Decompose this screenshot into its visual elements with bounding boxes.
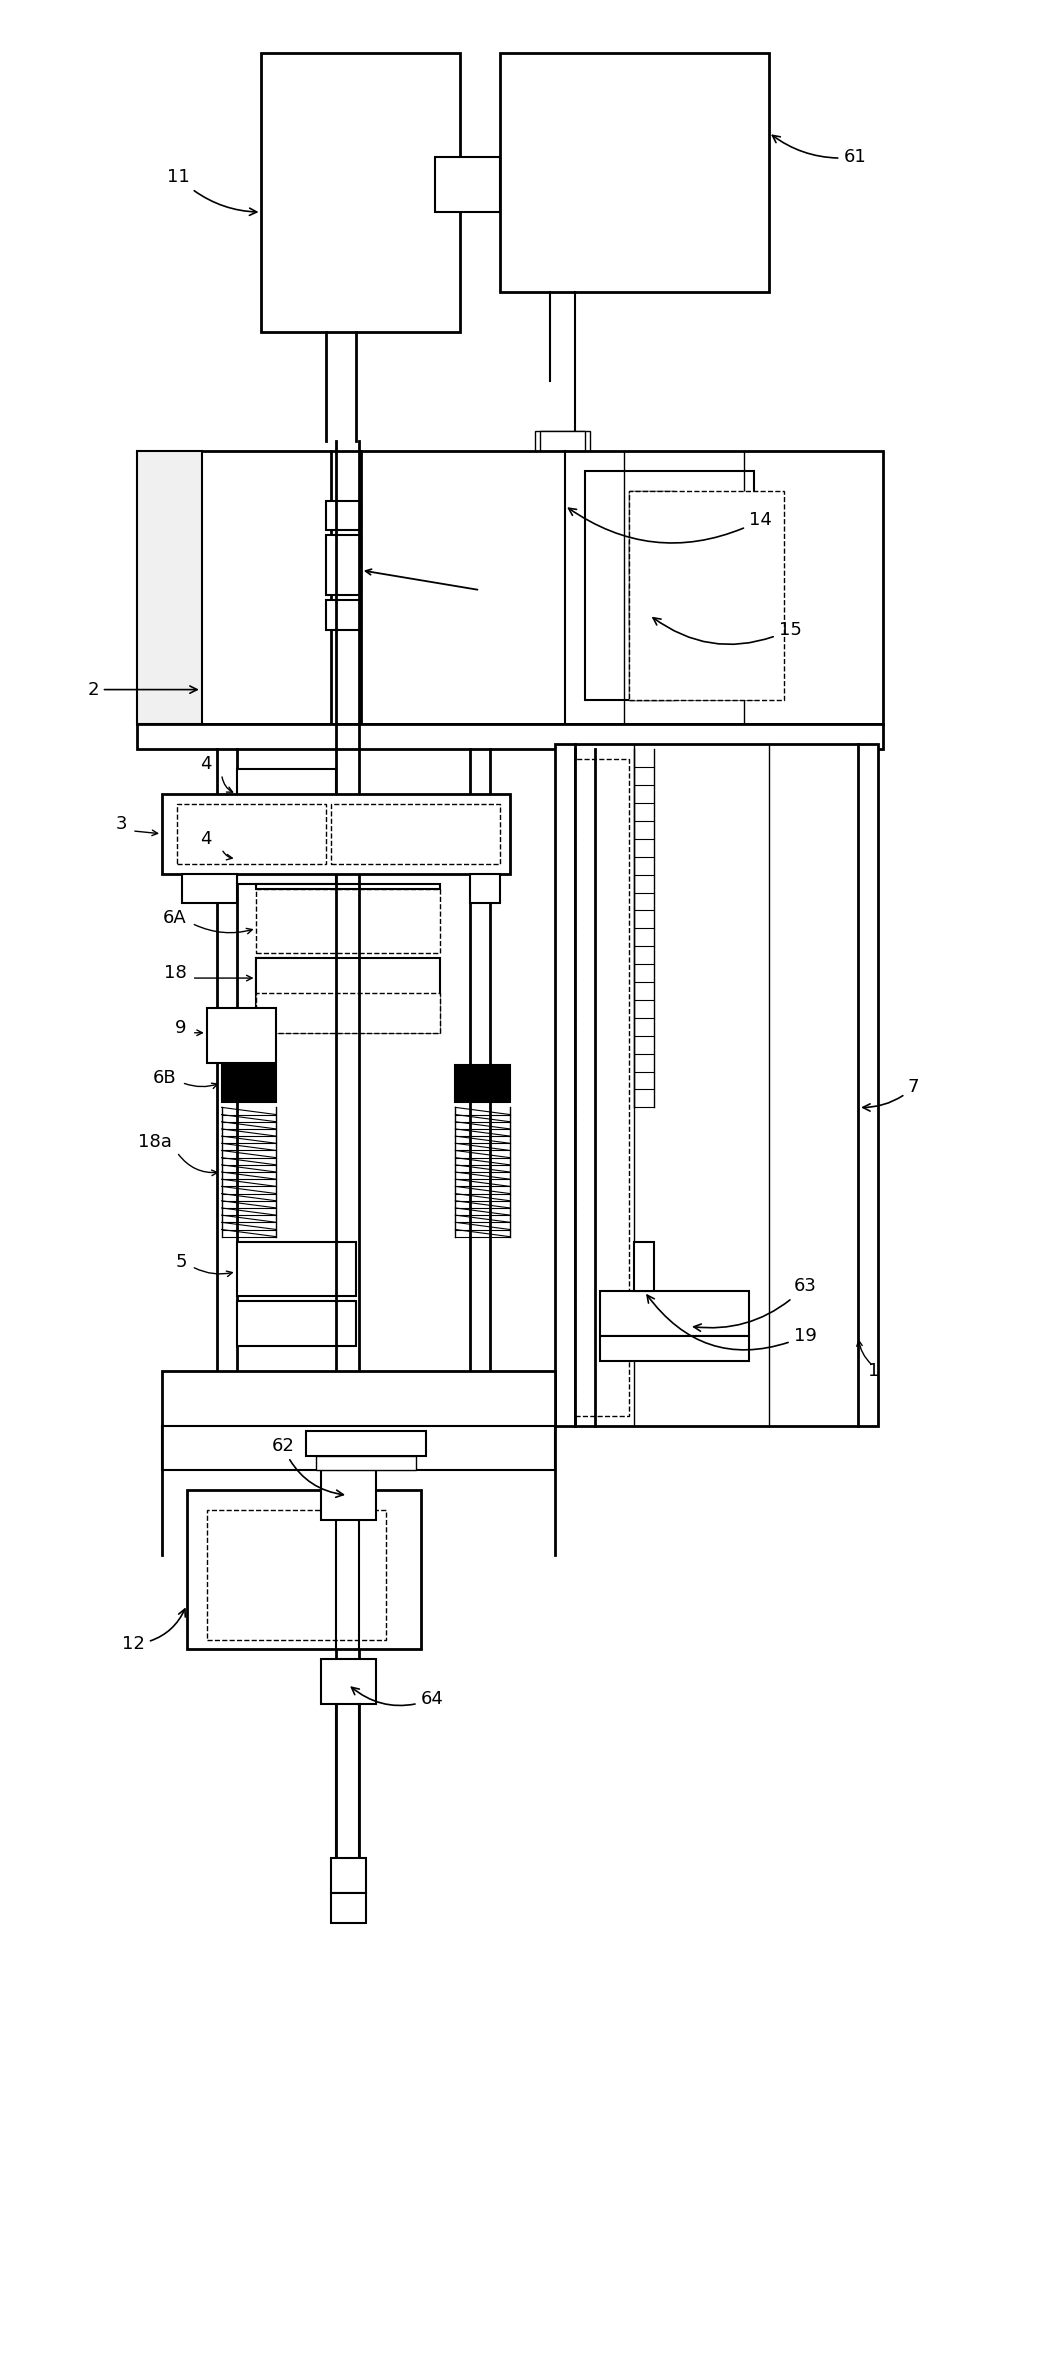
Bar xyxy=(236,768,336,825)
Bar xyxy=(262,52,460,332)
Text: 2: 2 xyxy=(87,681,197,698)
Bar xyxy=(630,490,675,700)
Bar xyxy=(137,724,883,750)
Text: 18a: 18a xyxy=(138,1134,172,1150)
Bar xyxy=(137,450,202,724)
Text: 19: 19 xyxy=(647,1294,817,1351)
Bar xyxy=(599,1336,749,1360)
Bar xyxy=(435,158,500,212)
Bar xyxy=(331,1893,366,1923)
Bar xyxy=(326,601,361,629)
Text: 14: 14 xyxy=(569,509,772,542)
Bar xyxy=(635,1242,655,1292)
Bar xyxy=(207,1009,276,1063)
Text: 3: 3 xyxy=(116,816,128,832)
Bar xyxy=(256,959,296,992)
Text: 63: 63 xyxy=(693,1277,817,1332)
Bar xyxy=(137,450,883,724)
Text: 5: 5 xyxy=(176,1252,187,1270)
Text: 15: 15 xyxy=(653,618,801,643)
Bar xyxy=(455,1065,510,1103)
Bar xyxy=(630,585,675,625)
Text: 9: 9 xyxy=(176,1018,187,1037)
Bar xyxy=(236,1301,356,1346)
Bar xyxy=(182,874,236,903)
Bar xyxy=(554,745,878,1426)
Bar xyxy=(256,889,440,952)
Bar xyxy=(207,1511,386,1640)
Bar xyxy=(222,1065,276,1103)
Text: 1: 1 xyxy=(868,1362,880,1379)
Text: 64: 64 xyxy=(351,1688,444,1709)
Text: 12: 12 xyxy=(122,1610,185,1655)
Bar xyxy=(177,804,326,863)
Bar xyxy=(321,1471,376,1520)
Bar xyxy=(326,500,361,530)
Text: 18: 18 xyxy=(164,964,187,983)
Bar xyxy=(162,794,510,874)
Bar xyxy=(256,959,440,1032)
Bar xyxy=(471,874,500,903)
Bar xyxy=(630,540,675,575)
Text: 4: 4 xyxy=(200,754,211,773)
Text: 7: 7 xyxy=(863,1080,919,1110)
Bar xyxy=(256,992,440,1032)
Bar xyxy=(162,1426,554,1471)
Bar xyxy=(236,830,336,884)
Bar xyxy=(540,431,585,450)
Bar xyxy=(585,471,754,700)
Bar xyxy=(187,1490,420,1650)
Text: 62: 62 xyxy=(271,1435,343,1497)
Text: 11: 11 xyxy=(167,167,256,214)
Bar xyxy=(316,1457,415,1471)
Text: 4: 4 xyxy=(200,830,211,849)
Text: 6B: 6B xyxy=(153,1068,177,1087)
Bar xyxy=(326,535,361,594)
Bar xyxy=(162,1372,554,1426)
Bar xyxy=(574,759,630,1417)
Bar xyxy=(321,1659,376,1704)
Bar xyxy=(306,1431,426,1457)
Bar xyxy=(256,884,440,889)
Bar xyxy=(535,431,590,471)
Bar xyxy=(599,1292,749,1336)
Bar xyxy=(500,52,769,292)
Bar xyxy=(331,804,500,863)
Text: 61: 61 xyxy=(772,134,866,167)
Text: 6A: 6A xyxy=(163,910,187,926)
Bar xyxy=(630,490,783,700)
Bar xyxy=(331,1857,366,1893)
Bar xyxy=(236,1242,356,1296)
